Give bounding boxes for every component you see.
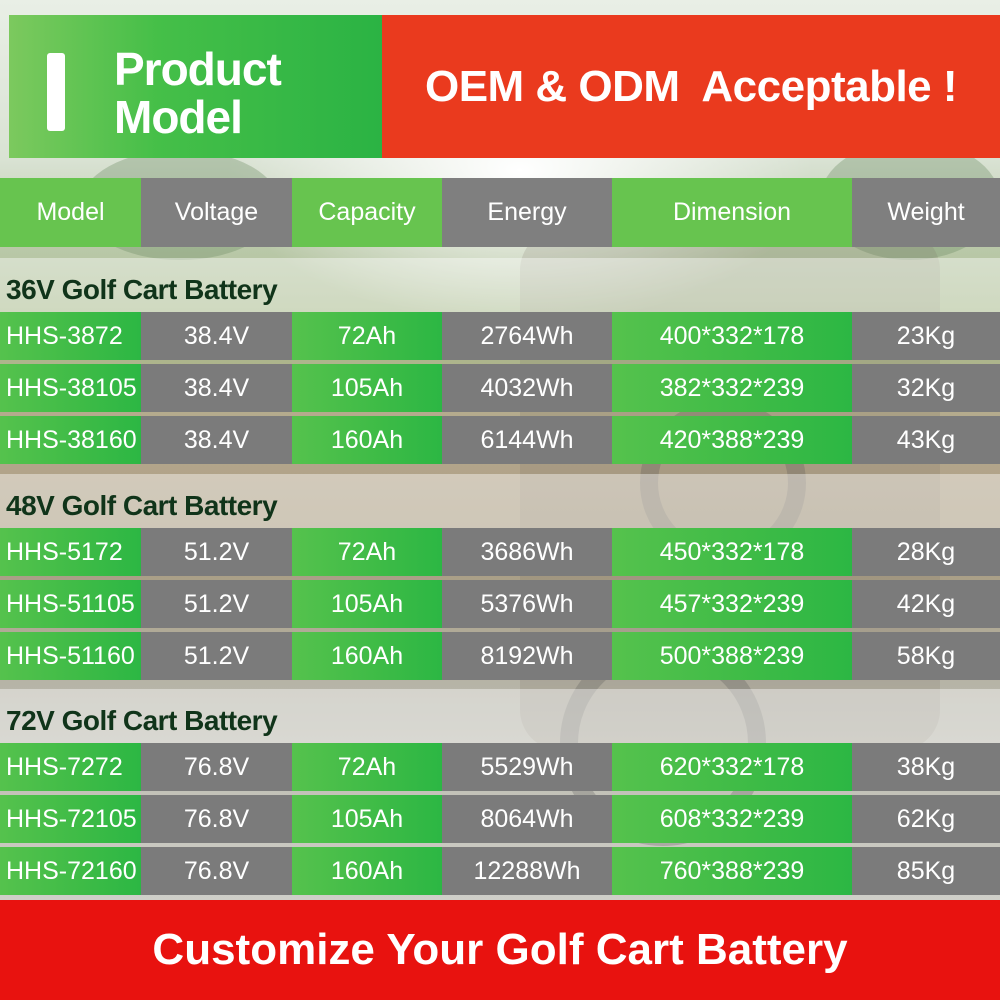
cell-voltage: 76.8V [141,743,292,791]
column-header-energy: Energy [442,178,612,247]
banner-title: Product Model [114,43,282,143]
cell-voltage: 38.4V [141,364,292,412]
cell-weight: 58Kg [852,632,1000,680]
table-row: HHS-72160 76.8V 160Ah 12288Wh 760*388*23… [0,847,1000,895]
customize-banner: Customize Your Golf Cart Battery [0,900,1000,1000]
oem-odm-tagline: OEM & ODM Acceptable ! [424,61,958,111]
cell-voltage: 51.2V [141,580,292,628]
cell-dimension: 620*332*178 [612,743,852,791]
cell-model: HHS-72105 [0,795,141,843]
section-title-48v: 48V Golf Cart Battery [6,490,278,521]
cell-energy: 5529Wh [442,743,612,791]
cell-model: HHS-38160 [0,416,141,464]
cell-capacity: 160Ah [292,632,442,680]
cell-capacity: 72Ah [292,743,442,791]
column-header-model: Model [0,178,141,247]
cell-model: HHS-38105 [0,364,141,412]
table-row: HHS-7272 76.8V 72Ah 5529Wh 620*332*178 3… [0,743,1000,791]
table-row: HHS-72105 76.8V 105Ah 8064Wh 608*332*239… [0,795,1000,843]
cell-model: HHS-51160 [0,632,141,680]
cell-energy: 3686Wh [442,528,612,576]
cell-model: HHS-5172 [0,528,141,576]
cell-capacity: 105Ah [292,580,442,628]
table-row: HHS-51160 51.2V 160Ah 8192Wh 500*388*239… [0,632,1000,680]
cell-weight: 23Kg [852,312,1000,360]
cell-capacity: 72Ah [292,528,442,576]
cell-voltage: 38.4V [141,416,292,464]
cell-voltage: 76.8V [141,795,292,843]
column-header-voltage: Voltage [141,178,292,247]
customize-banner-text: Customize Your Golf Cart Battery [152,925,848,974]
cell-dimension: 608*332*239 [612,795,852,843]
table-row: HHS-51105 51.2V 105Ah 5376Wh 457*332*239… [0,580,1000,628]
cell-dimension: 400*332*178 [612,312,852,360]
cell-dimension: 760*388*239 [612,847,852,895]
cell-model: HHS-51105 [0,580,141,628]
cell-dimension: 420*388*239 [612,416,852,464]
cell-model: HHS-7272 [0,743,141,791]
cell-model: HHS-72160 [0,847,141,895]
cell-energy: 12288Wh [442,847,612,895]
cell-energy: 2764Wh [442,312,612,360]
cell-dimension: 382*332*239 [612,364,852,412]
section-title-72v: 72V Golf Cart Battery [6,705,278,736]
section-title-36v: 36V Golf Cart Battery [6,274,278,305]
table-header-row: Model Voltage Capacity Energy Dimension … [0,178,1000,247]
cell-capacity: 160Ah [292,847,442,895]
cell-voltage: 51.2V [141,632,292,680]
column-header-capacity: Capacity [292,178,442,247]
cell-voltage: 51.2V [141,528,292,576]
cell-capacity: 105Ah [292,364,442,412]
cell-voltage: 76.8V [141,847,292,895]
cell-weight: 85Kg [852,847,1000,895]
cell-capacity: 105Ah [292,795,442,843]
cell-capacity: 72Ah [292,312,442,360]
oem-odm-banner: OEM & ODM Acceptable ! [382,15,1000,158]
column-header-dimension: Dimension [612,178,852,247]
cell-weight: 32Kg [852,364,1000,412]
cell-energy: 5376Wh [442,580,612,628]
cell-dimension: 500*388*239 [612,632,852,680]
cell-weight: 62Kg [852,795,1000,843]
banner-bar-icon [47,53,65,131]
table-row: HHS-5172 51.2V 72Ah 3686Wh 450*332*178 2… [0,528,1000,576]
section-band [0,258,1000,320]
table-row: HHS-3872 38.4V 72Ah 2764Wh 400*332*178 2… [0,312,1000,360]
section-band [0,474,1000,536]
table-row: HHS-38160 38.4V 160Ah 6144Wh 420*388*239… [0,416,1000,464]
cell-capacity: 160Ah [292,416,442,464]
cell-dimension: 457*332*239 [612,580,852,628]
cell-voltage: 38.4V [141,312,292,360]
cell-energy: 4032Wh [442,364,612,412]
cell-dimension: 450*332*178 [612,528,852,576]
cell-weight: 43Kg [852,416,1000,464]
table-row: HHS-38105 38.4V 105Ah 4032Wh 382*332*239… [0,364,1000,412]
cell-energy: 8192Wh [442,632,612,680]
cell-energy: 6144Wh [442,416,612,464]
cell-weight: 42Kg [852,580,1000,628]
cell-energy: 8064Wh [442,795,612,843]
product-model-banner: Product Model [9,15,382,158]
cell-weight: 38Kg [852,743,1000,791]
cell-model: HHS-3872 [0,312,141,360]
column-header-weight: Weight [852,178,1000,247]
cell-weight: 28Kg [852,528,1000,576]
section-band [0,689,1000,751]
